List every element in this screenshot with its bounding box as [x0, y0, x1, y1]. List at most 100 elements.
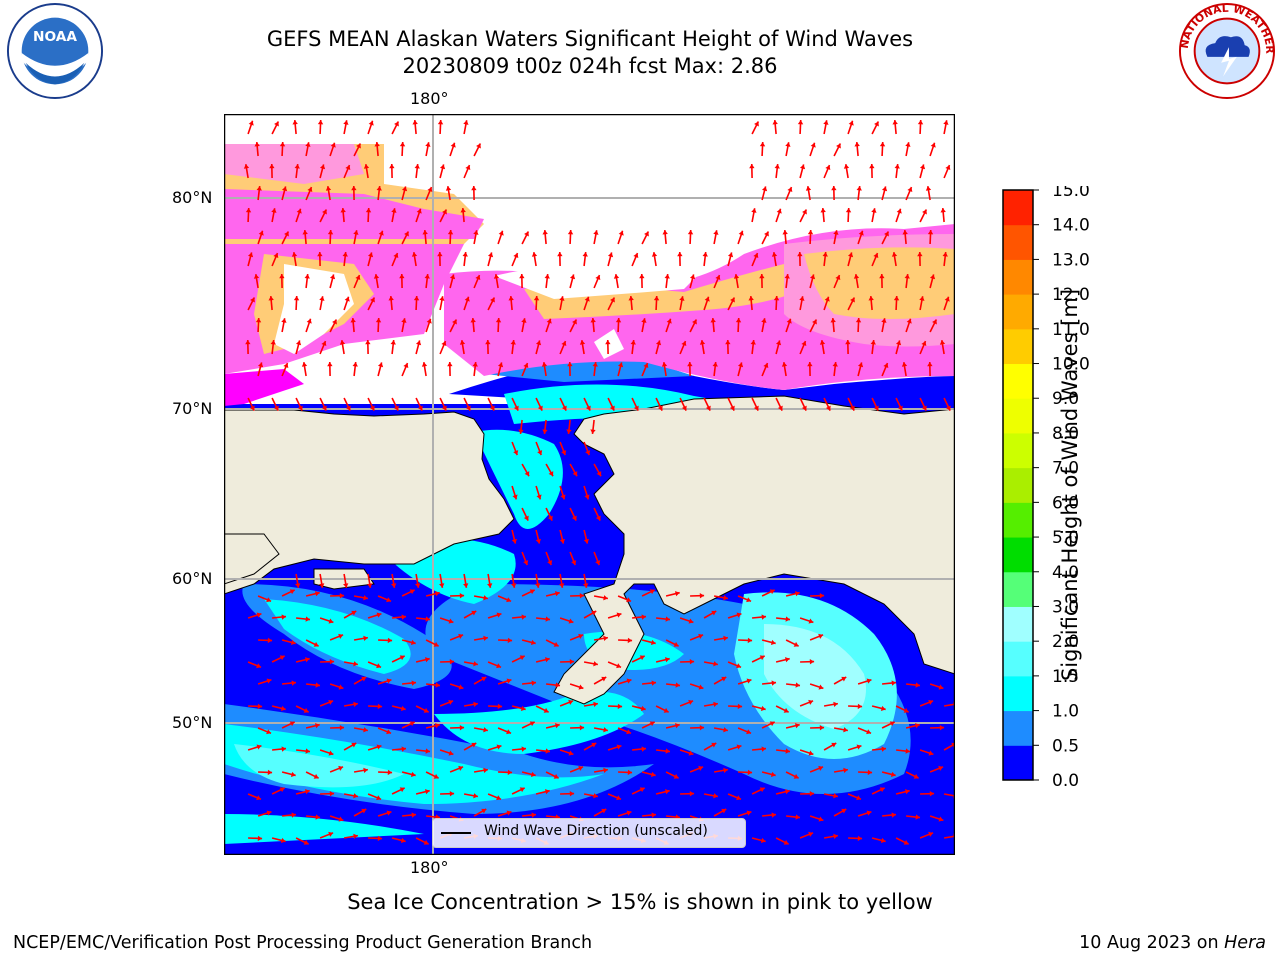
wind-wave-arrow: [677, 251, 683, 267]
wind-wave-arrow: [353, 808, 367, 817]
wind-wave-arrow: [901, 362, 908, 377]
wind-wave-arrow: [450, 725, 465, 731]
wind-wave-arrow: [247, 744, 262, 751]
wind-wave-arrow: [857, 678, 872, 685]
wind-wave-arrow: [279, 273, 285, 289]
wind-wave-arrow: [377, 362, 384, 377]
wind-wave-arrow: [656, 748, 671, 754]
wind-wave-arrow: [473, 727, 489, 733]
wind-wave-arrow: [617, 678, 632, 685]
colorbar-segment: [1003, 190, 1033, 226]
wind-wave-arrow: [761, 318, 767, 333]
wind-wave-arrow: [579, 340, 586, 355]
wind-wave-arrow: [713, 727, 729, 733]
wind-wave-arrow: [751, 252, 759, 267]
wind-wave-arrow: [414, 164, 420, 179]
wind-wave-arrow: [368, 835, 383, 842]
wind-wave-arrow: [832, 362, 838, 377]
wind-wave-arrow: [413, 295, 420, 311]
wind-wave-arrow: [761, 186, 768, 201]
wind-wave-arrow: [613, 274, 620, 289]
wind-wave-arrow: [392, 614, 407, 620]
wind-wave-arrow: [327, 361, 333, 377]
wind-wave-arrow: [631, 705, 646, 712]
wind-wave-arrow: [425, 318, 432, 333]
wind-wave-arrow: [882, 812, 897, 818]
wind-wave-arrow: [245, 339, 251, 355]
wind-wave-arrow: [508, 295, 514, 311]
wind-wave-arrow: [569, 683, 584, 690]
wind-wave-arrow: [737, 595, 752, 603]
wind-wave-arrow: [378, 637, 393, 644]
wind-wave-arrow: [353, 595, 369, 601]
wind-wave-arrow: [823, 397, 831, 411]
wind-wave-arrow: [363, 164, 370, 179]
wind-wave-arrow: [319, 831, 334, 839]
wind-wave-arrow: [689, 274, 696, 289]
wind-wave-arrow: [374, 141, 380, 157]
wind-wave-arrow: [449, 765, 464, 773]
wind-wave-arrow: [463, 701, 479, 707]
wind-wave-arrow: [317, 251, 323, 267]
wind-wave-arrow: [929, 274, 936, 289]
wind-wave-arrow: [449, 142, 456, 157]
wind-wave-arrow: [463, 296, 470, 311]
wind-wave-arrow: [690, 593, 705, 599]
wind-wave-arrow: [463, 120, 469, 135]
wind-wave-arrow: [391, 837, 406, 844]
wind-wave-arrow: [415, 208, 422, 223]
wind-wave-arrow: [894, 164, 900, 179]
wind-wave-arrow: [823, 742, 837, 751]
wind-wave-arrow: [786, 814, 801, 820]
wind-wave-arrow: [531, 252, 538, 267]
wind-wave-arrow: [377, 727, 392, 735]
wind-wave-arrow: [925, 186, 932, 201]
wind-wave-arrow: [823, 120, 829, 135]
wind-wave-arrow: [881, 771, 896, 778]
wind-wave-arrow: [546, 682, 561, 688]
wind-wave-arrow: [639, 273, 645, 289]
wind-wave-arrow: [593, 635, 609, 641]
wind-wave-arrow: [656, 616, 671, 622]
wind-wave-arrow: [775, 397, 783, 411]
wind-wave-arrow: [401, 186, 408, 201]
colorbar-segment: [1003, 502, 1033, 538]
wind-wave-arrow: [439, 164, 446, 179]
wind-wave-arrow: [775, 208, 782, 223]
colorbar-segment: [1003, 294, 1033, 330]
wind-wave-arrow: [703, 661, 719, 667]
wind-wave-arrow: [942, 252, 948, 267]
wind-wave-arrow: [473, 635, 489, 641]
wind-wave-arrow: [805, 186, 812, 201]
wind-wave-arrow: [421, 362, 428, 377]
wind-wave-arrow: [782, 229, 788, 245]
wind-wave-arrow: [402, 812, 417, 818]
wind-wave-arrow: [542, 229, 548, 245]
wind-wave-arrow: [545, 551, 553, 566]
wind-wave-arrow: [607, 661, 622, 669]
wind-wave-arrow: [799, 340, 807, 355]
wind-wave-arrow: [521, 721, 536, 729]
colorbar-tick-label: 11.0: [1052, 320, 1090, 340]
wind-wave-arrow: [279, 141, 286, 157]
wind-wave-arrow: [319, 573, 325, 588]
wind-wave-arrow: [319, 749, 334, 756]
wind-wave-arrow: [727, 612, 742, 619]
sea-ice-field: [224, 144, 955, 406]
wind-wave-arrow: [272, 614, 287, 620]
wind-wave-arrow: [392, 746, 407, 752]
wind-wave-arrow: [869, 163, 875, 179]
wind-wave-arrow: [762, 812, 777, 818]
wind-wave-arrow: [426, 682, 441, 688]
wind-wave-arrow: [641, 721, 656, 729]
wind-wave-arrow: [785, 186, 793, 201]
wind-wave-arrow: [388, 295, 394, 311]
wind-wave-arrow: [727, 297, 736, 311]
wind-wave-arrow: [416, 616, 431, 622]
wind-wave-arrow: [593, 767, 609, 773]
wind-wave-arrow: [786, 682, 801, 688]
wind-wave-arrow: [391, 655, 406, 663]
wind-wave-arrow: [270, 340, 276, 355]
wind-wave-arrow: [415, 397, 423, 411]
wind-wave-arrow: [593, 676, 607, 685]
